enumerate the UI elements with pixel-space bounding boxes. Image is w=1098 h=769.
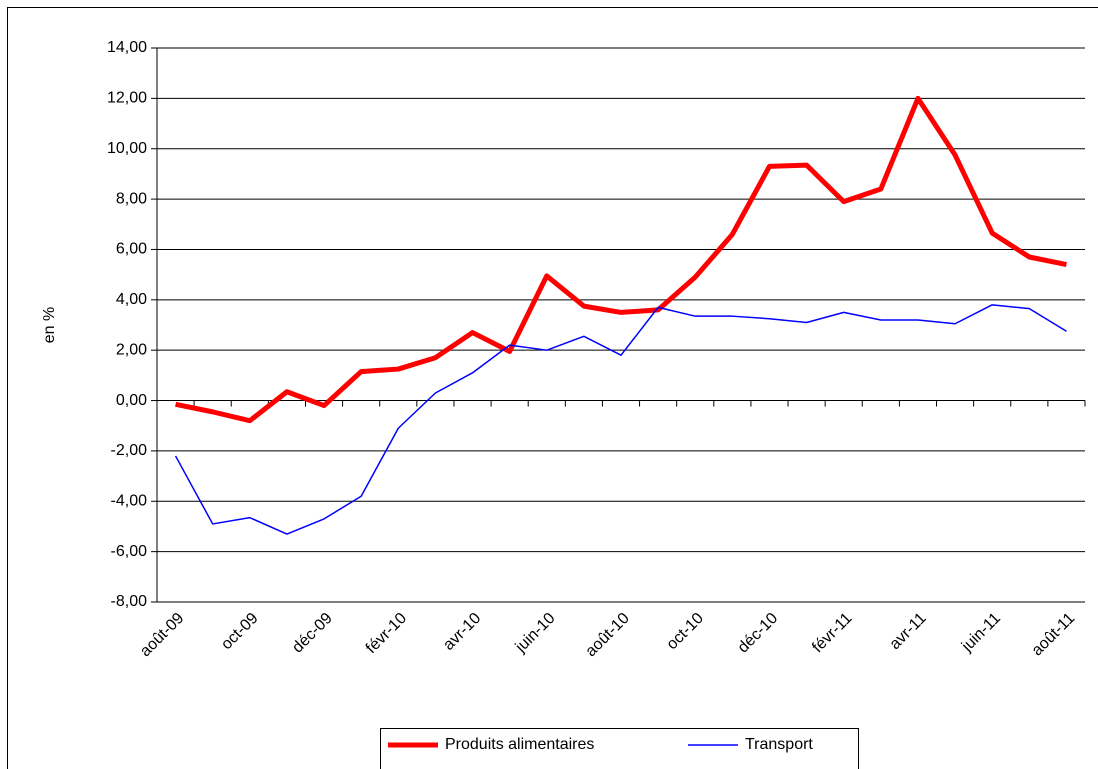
x-tick-label: févr-11 xyxy=(809,610,855,656)
x-tick-label: juin-11 xyxy=(958,610,1004,656)
series-line xyxy=(174,304,1067,535)
y-tick-label: 12,00 xyxy=(107,90,147,107)
x-tick-label: déc-10 xyxy=(735,610,782,657)
legend-label: Produits alimentaires xyxy=(445,736,594,753)
y-axis-label: en % xyxy=(41,307,58,343)
x-tick-label: avr-10 xyxy=(440,610,484,654)
series-line xyxy=(175,95,1067,424)
y-tick-label: 6,00 xyxy=(116,241,147,258)
chart-frame xyxy=(7,7,1098,769)
x-tick-label: févr-10 xyxy=(363,610,410,657)
x-tick-label: oct-10 xyxy=(664,610,708,654)
y-tick-label: -2,00 xyxy=(111,442,148,459)
x-tick-label: avr-11 xyxy=(887,610,930,653)
x-tick-label: juin-10 xyxy=(512,610,559,657)
y-tick-label: 2,00 xyxy=(116,341,147,358)
legend-box xyxy=(380,728,859,769)
x-tick-label: août-09 xyxy=(137,610,187,660)
y-tick-label: 14,00 xyxy=(107,39,147,56)
y-tick-label: 0,00 xyxy=(116,392,147,409)
x-tick-label: août-11 xyxy=(1029,610,1079,660)
x-tick-label: oct-09 xyxy=(218,610,262,654)
legend-label: Transport xyxy=(745,736,813,753)
x-tick-label: déc-09 xyxy=(289,610,336,657)
x-tick-label: août-10 xyxy=(582,610,632,660)
y-tick-label: 10,00 xyxy=(107,140,147,157)
y-tick-label: 4,00 xyxy=(116,291,147,308)
y-tick-label: -6,00 xyxy=(111,543,148,560)
y-tick-label: -8,00 xyxy=(111,593,148,610)
y-tick-label: -4,00 xyxy=(111,492,148,509)
y-tick-label: 8,00 xyxy=(116,190,147,207)
